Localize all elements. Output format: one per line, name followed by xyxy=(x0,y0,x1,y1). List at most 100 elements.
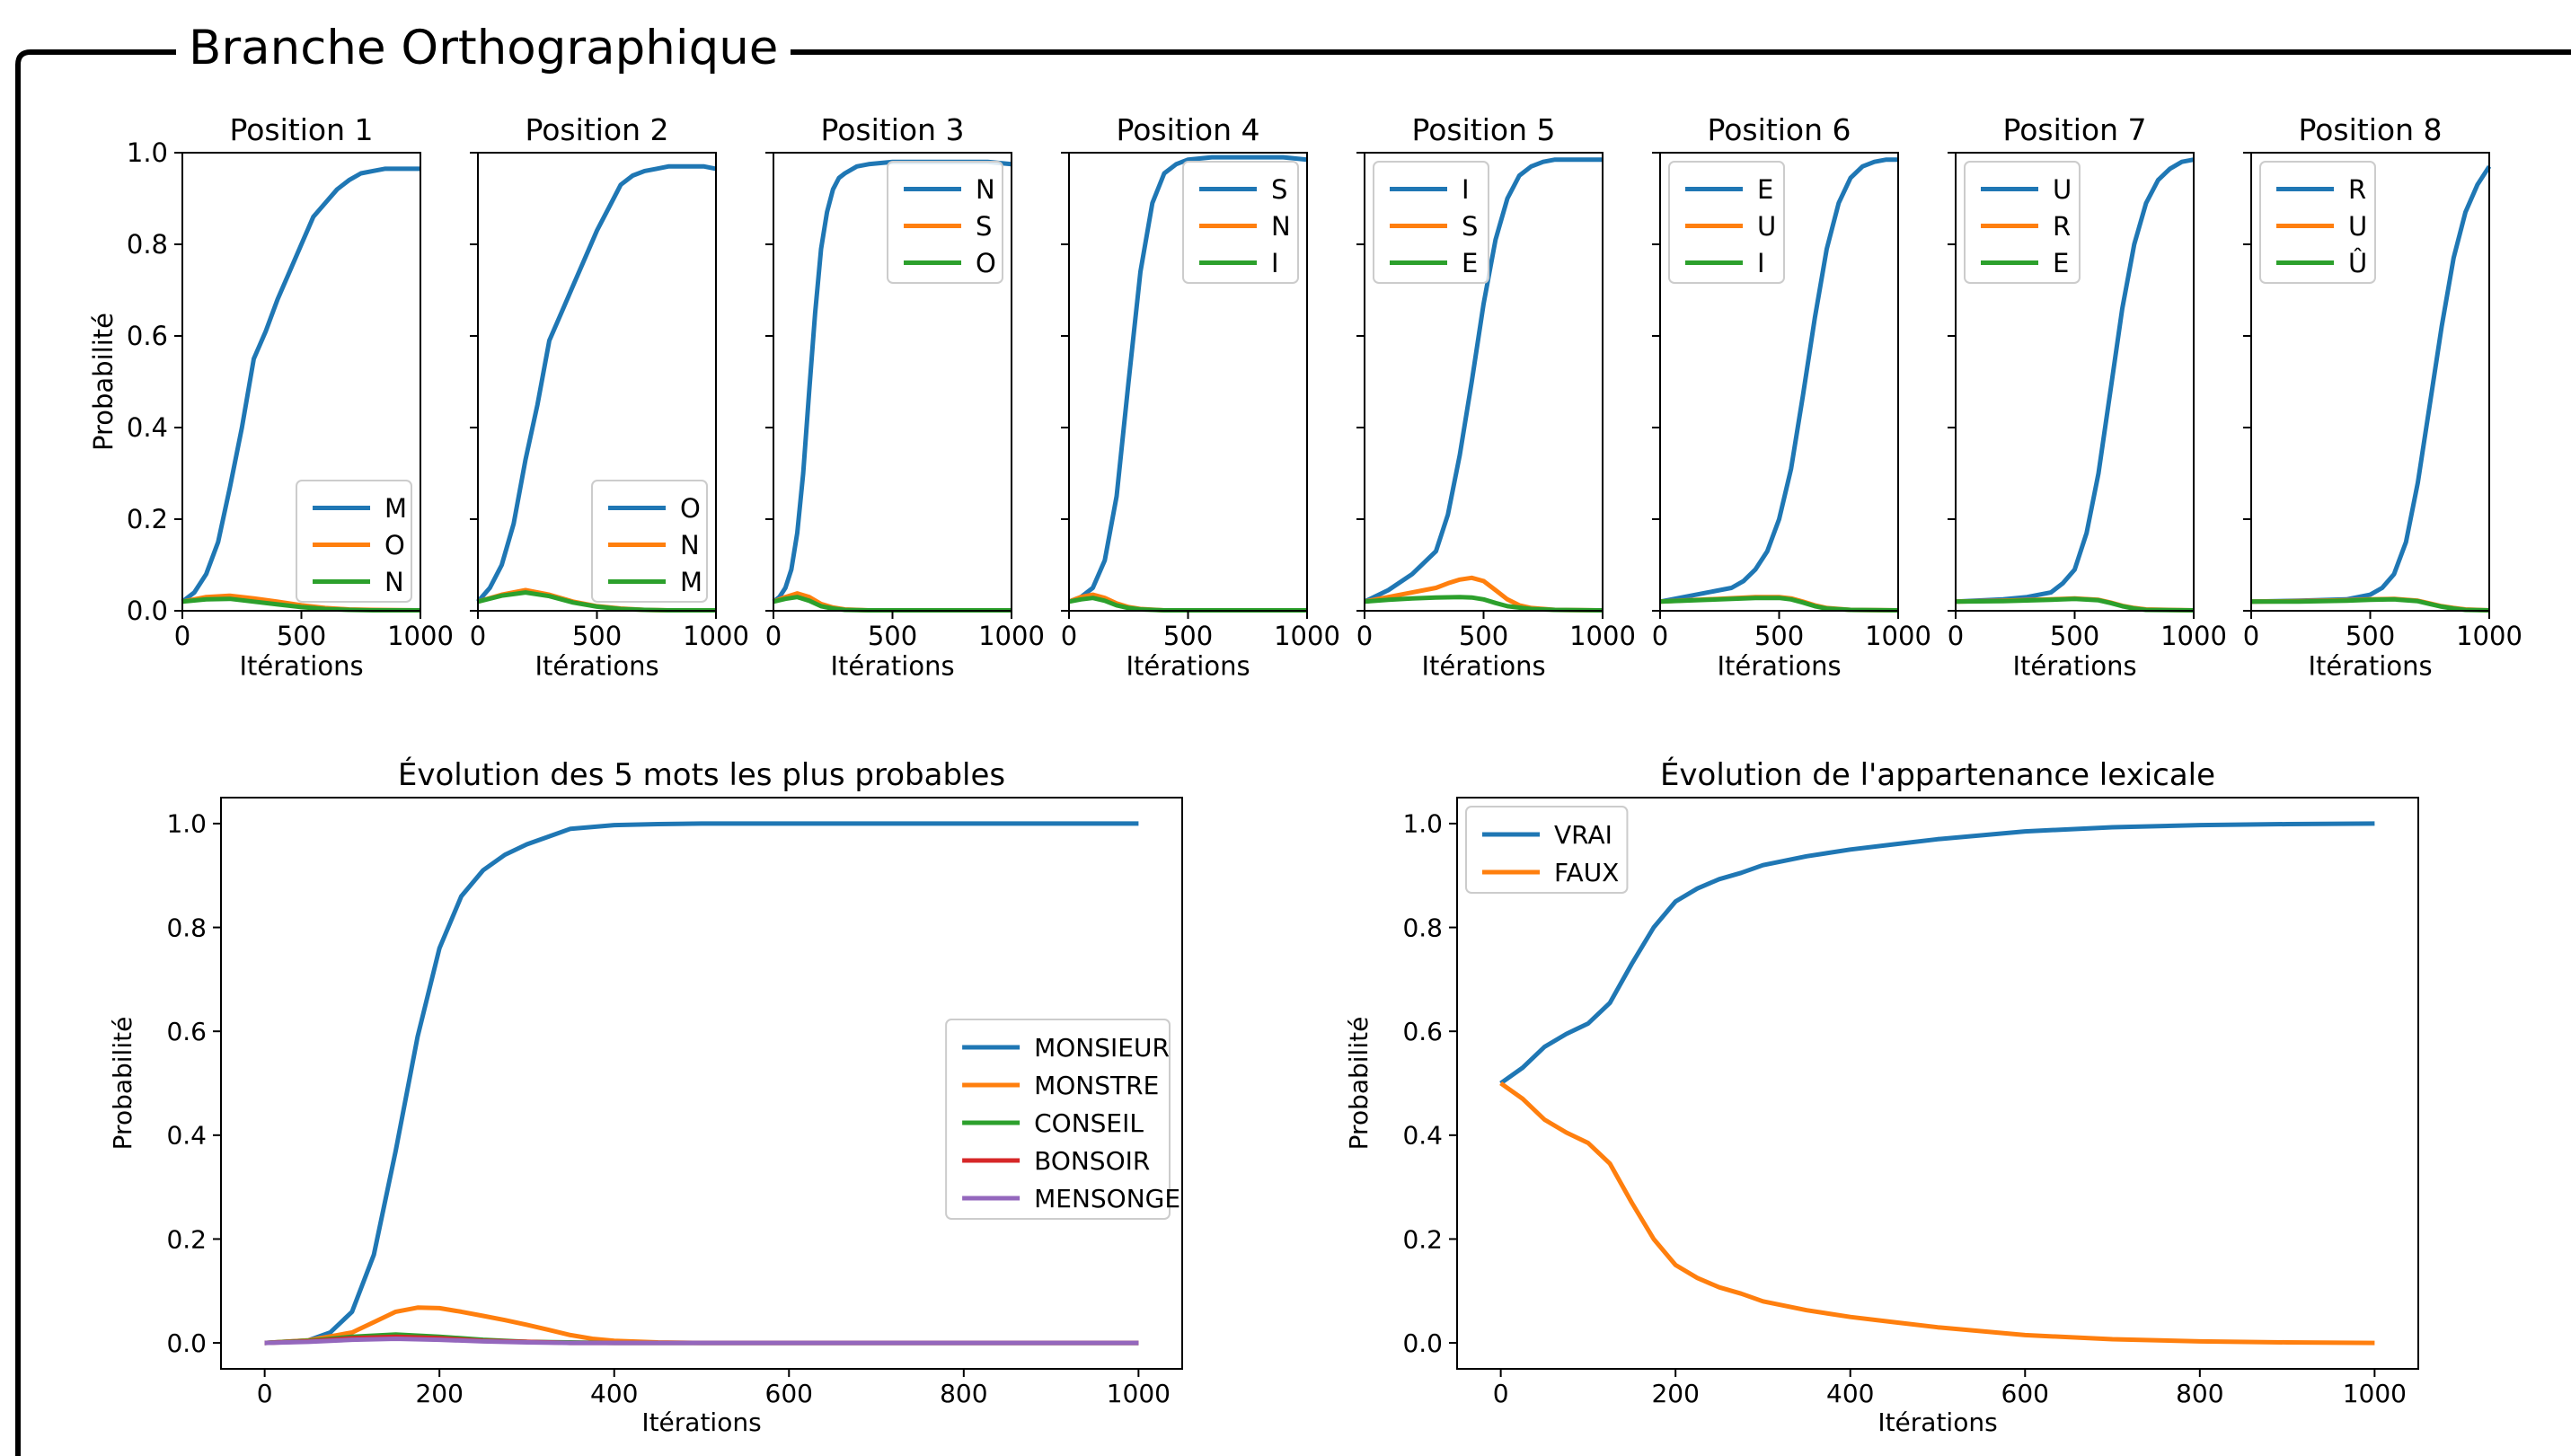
legend-label-i: I xyxy=(1757,248,1765,278)
chart-5: 0 500 1000 Position 5 Itérations ISE xyxy=(1356,112,1636,681)
chart-title: Évolution de l'appartenance lexicale xyxy=(1660,756,2215,793)
series-line-monsieur xyxy=(264,821,1139,1346)
x-tick-label: 500 xyxy=(868,621,917,651)
series-line-i xyxy=(1068,596,1307,613)
legend-box xyxy=(1182,161,1300,284)
x-tick-label: 600 xyxy=(2001,1379,2049,1408)
legend-label-m: M xyxy=(680,567,702,597)
legend-label-s: S xyxy=(976,211,992,242)
x-tick-label: 800 xyxy=(2176,1379,2223,1408)
legend-label-bonsoir: BONSOIR xyxy=(1034,1146,1150,1176)
legend-label-u: U xyxy=(2053,174,2072,205)
legend-box xyxy=(945,1019,1171,1220)
chart-title: Position 6 xyxy=(1708,112,1851,147)
chart-legend: MON xyxy=(296,480,412,603)
x-tick-label: 0 xyxy=(1061,621,1077,651)
x-tick-label: 500 xyxy=(2050,621,2099,651)
legend-label-o: O xyxy=(680,493,701,524)
chart-legend: ISE xyxy=(1373,161,1489,284)
y-tick-label: 0.0 xyxy=(127,596,168,626)
legend-label-r: R xyxy=(2348,174,2366,205)
legend-box xyxy=(1373,161,1489,284)
chart-title: Position 1 xyxy=(230,112,374,147)
x-tick-label: 400 xyxy=(1826,1379,1874,1408)
legend-label-monstre: MONSTRE xyxy=(1034,1071,1159,1100)
y-tick-label: 1.0 xyxy=(1402,809,1443,839)
legend-label-o: O xyxy=(976,248,996,278)
y-tick-label: 0.8 xyxy=(166,913,207,942)
x-tick-label: 0 xyxy=(470,621,486,651)
legend-label-u: U xyxy=(2348,211,2367,242)
x-tick-label: 0 xyxy=(1652,621,1668,651)
chart-6: 0 500 1000 Position 6 Itérations EUI xyxy=(1652,112,1931,681)
chart-9: 0 200 400 600 800 1000 0.0 0.2 0.4 0.6 0.8 1.0 Évolu… xyxy=(108,756,1183,1437)
y-axis-label: Probabilité xyxy=(1344,1017,1374,1151)
x-axis-label: Itérations xyxy=(1877,1407,1997,1437)
series-line-vrai xyxy=(1499,821,2375,1086)
series-line-mensonge xyxy=(264,1337,1139,1346)
chart-10: 0 200 400 600 800 1000 0.0 0.2 0.4 0.6 0.8 1.0 Évolu… xyxy=(1344,756,2419,1437)
legend-label-n: N xyxy=(1271,211,1291,242)
chart-title: Position 2 xyxy=(526,112,669,147)
legend-box xyxy=(1668,161,1785,284)
legend-label-r: R xyxy=(2053,211,2071,242)
x-tick-label: 500 xyxy=(1459,621,1508,651)
chart-legend: EUI xyxy=(1668,161,1785,284)
x-tick-label: 0 xyxy=(1493,1379,1509,1408)
x-tick-label: 0 xyxy=(1948,621,1964,651)
x-axis-label: Itérations xyxy=(535,650,658,681)
x-axis-label: Itérations xyxy=(2308,650,2432,681)
y-tick-label: 0.6 xyxy=(1402,1017,1443,1046)
legend-label-o: O xyxy=(384,530,405,560)
x-axis-label: Itérations xyxy=(1717,650,1841,681)
x-tick-label: 1000 xyxy=(387,621,454,651)
chart-legend: ONM xyxy=(591,480,709,603)
x-tick-label: 0 xyxy=(257,1379,273,1408)
chart-legend: SNI xyxy=(1182,161,1300,284)
series-line-o xyxy=(773,595,1012,613)
x-tick-label: 500 xyxy=(1754,621,1804,651)
series-line-e xyxy=(1955,596,2195,613)
series-line-u xyxy=(1955,157,2195,604)
series-line-i xyxy=(1363,157,1603,604)
x-tick-label: 400 xyxy=(590,1379,638,1408)
legend-label-e: E xyxy=(2053,248,2069,278)
x-tick-label: 1000 xyxy=(2160,621,2227,651)
legend-label-n: N xyxy=(976,174,995,205)
x-tick-label: 0 xyxy=(765,621,782,651)
x-tick-label: 1000 xyxy=(683,621,749,651)
legend-box xyxy=(1964,161,2081,284)
legend-label-i: I xyxy=(1271,248,1279,278)
series-line-faux xyxy=(1499,1081,2375,1346)
chart-legend: VRAI FAUX xyxy=(1465,806,1629,894)
legend-label-conseil: CONSEIL xyxy=(1034,1108,1144,1138)
series-line-i xyxy=(1659,596,1899,613)
chart-title: Position 7 xyxy=(2003,112,2147,147)
x-tick-label: 200 xyxy=(415,1379,463,1408)
y-tick-label: 0.4 xyxy=(127,412,168,443)
x-tick-label: 1000 xyxy=(978,621,1045,651)
section-title: Branche Orthographique xyxy=(176,20,791,77)
series-line-û xyxy=(2251,596,2490,613)
y-tick-label: 0.0 xyxy=(1402,1328,1443,1358)
y-axis-label: Probabilité xyxy=(88,313,119,451)
x-tick-label: 500 xyxy=(277,621,326,651)
legend-label-s: S xyxy=(1462,211,1478,242)
legend-label-u: U xyxy=(1757,211,1776,242)
y-axis-label: Probabilité xyxy=(108,1017,137,1151)
legend-label-n: N xyxy=(384,567,404,597)
x-tick-label: 800 xyxy=(940,1379,987,1408)
x-axis-label: Itérations xyxy=(641,1407,761,1437)
x-axis-label: Itérations xyxy=(239,650,363,681)
x-axis-label: Itérations xyxy=(830,650,954,681)
series-line-e xyxy=(1659,157,1898,604)
y-tick-label: 0.2 xyxy=(127,504,168,534)
legend-label-faux: FAUX xyxy=(1554,858,1619,887)
chart-title: Position 5 xyxy=(1412,112,1556,147)
chart-legend: URE xyxy=(1964,161,2081,284)
chart-legend: RUÛ xyxy=(2259,161,2376,284)
legend-label-m: M xyxy=(384,493,407,524)
series-line-e xyxy=(1364,595,1604,613)
